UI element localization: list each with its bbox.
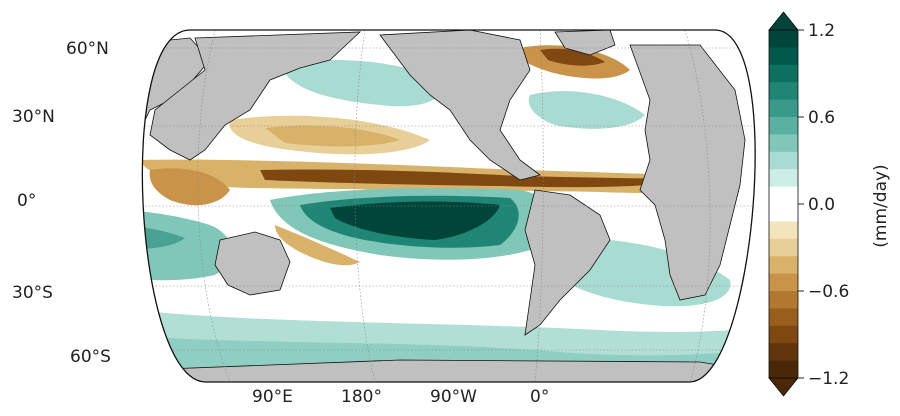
land-antarctica <box>142 359 756 382</box>
colorbar-cell <box>769 325 798 344</box>
lat-labels: 60°N 30°N 0° 30°S 60°S <box>12 39 111 367</box>
lon-label-90e: 90°E <box>252 387 293 407</box>
north-pacific-brown-core <box>265 125 400 147</box>
lat-label-0: 0° <box>17 191 36 211</box>
north-pacific-teal <box>280 60 442 107</box>
lat-label-30n: 30°N <box>12 107 55 127</box>
indian-ocean-teal-core <box>142 224 185 250</box>
colorbar-cell <box>769 256 798 275</box>
colorbar-cell <box>769 343 798 362</box>
colorbar-cell <box>769 117 798 135</box>
gridline-lon-90w <box>534 30 544 382</box>
arabian-sea-brown <box>75 155 135 185</box>
land-masses <box>142 30 756 382</box>
land-north-america <box>379 30 541 181</box>
itcz-brown-core <box>260 169 690 188</box>
lon-label-180: 180° <box>341 387 382 407</box>
map-content <box>75 30 756 382</box>
colorbar-cell <box>769 47 798 66</box>
colorbar-bottom-arrow <box>768 377 799 397</box>
colorbar-tick-label: 1.2 <box>808 21 835 41</box>
colorbar-tick-label: 0.6 <box>808 108 835 128</box>
colorbar-cell <box>769 273 798 292</box>
globe-outline <box>141 29 756 383</box>
colorbar-unit-label: (mm/day) <box>871 164 891 247</box>
gridline-lon-180 <box>354 30 376 382</box>
colorbar-cell <box>769 308 798 327</box>
maritime-brown <box>149 168 230 206</box>
colorbar-cell <box>769 64 798 83</box>
colorbar-cell <box>769 134 798 153</box>
colorbar-cell <box>769 238 798 257</box>
colorbar: 1.2 0.6 0.0 −0.6 −1.2 (mm/day) <box>768 11 891 397</box>
lon-label-0: 0° <box>530 387 549 407</box>
land-asia <box>149 31 362 161</box>
lon-labels: 90°E 180° 90°W 0° <box>252 387 549 407</box>
colorbar-tick-label: −1.2 <box>808 369 849 389</box>
globe <box>75 29 756 383</box>
colorbar-cell <box>769 169 798 188</box>
north-atlantic-brown-core <box>540 48 605 66</box>
north-atlantic-teal <box>528 91 645 129</box>
colorbar-tick-label: 0.0 <box>808 195 835 215</box>
spcz-brown <box>275 225 360 266</box>
lat-label-30s: 30°S <box>12 283 53 303</box>
colorbar-cell <box>769 30 798 48</box>
gridline-lon-90e <box>197 30 231 382</box>
enso-green-core <box>330 201 500 240</box>
lat-label-60n: 60°N <box>66 39 109 59</box>
colorbar-cell <box>769 291 798 309</box>
land-europe-africa-east <box>629 44 746 301</box>
colorbar-cell <box>769 221 798 240</box>
lat-label-60s: 60°S <box>70 347 111 367</box>
colorbar-cell <box>769 99 798 118</box>
colorbar-tick-label: −0.6 <box>808 282 849 302</box>
colorbar-cell <box>769 204 798 222</box>
colorbar-cell <box>769 151 798 170</box>
colorbar-top-arrow <box>768 11 799 31</box>
gridline-lon-0 <box>684 30 711 382</box>
land-australia <box>214 231 291 296</box>
land-south-america <box>524 189 611 336</box>
lon-label-90w: 90°W <box>430 387 477 407</box>
colorbar-ticks: 1.2 0.6 0.0 −0.6 −1.2 <box>798 21 849 389</box>
colorbar-cell <box>769 82 798 101</box>
colorbar-cells <box>769 30 798 379</box>
anomaly-field <box>75 45 756 375</box>
colorbar-cell <box>769 186 798 205</box>
colorbar-cell <box>769 360 798 379</box>
